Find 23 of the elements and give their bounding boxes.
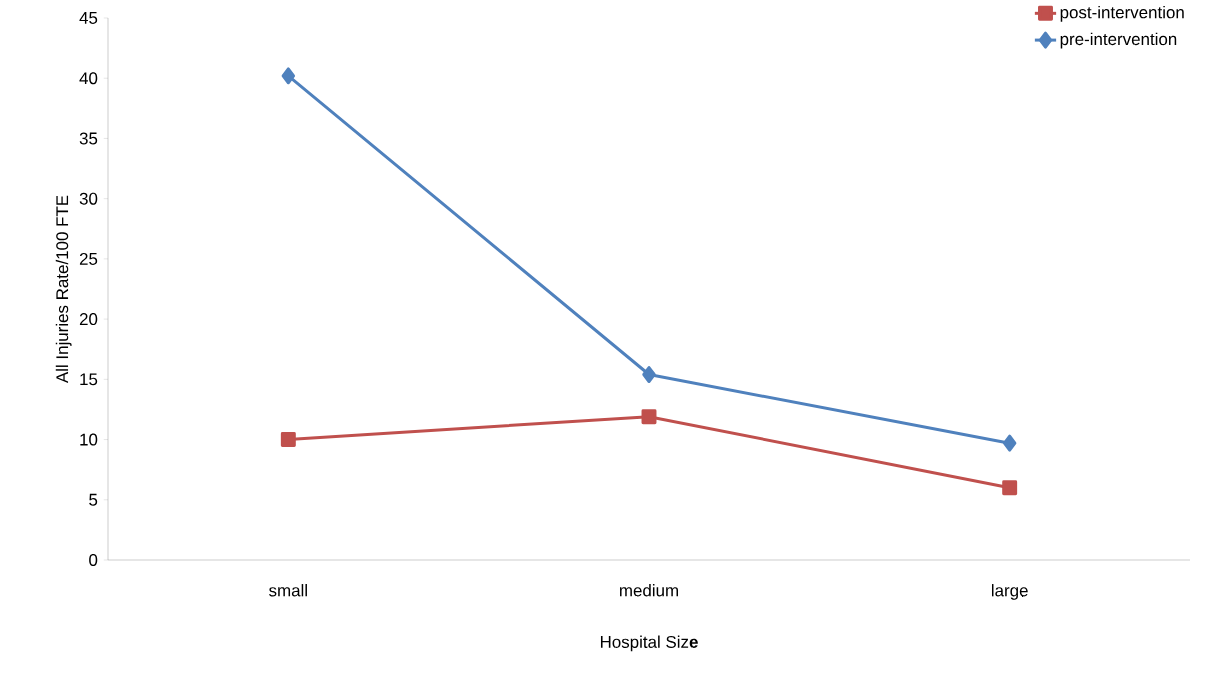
y-tick-label: 45: [79, 12, 98, 24]
x-tick-label: small: [269, 584, 307, 597]
x-tick-label: medium: [620, 584, 678, 597]
y-tick-label: 30: [79, 192, 98, 205]
y-tick-label: 5: [89, 493, 98, 506]
point: [281, 67, 296, 85]
y-tick-label: 15: [80, 373, 98, 386]
legend-label: pre-intervention: [1060, 32, 1177, 49]
y-tick-label: 0: [89, 554, 98, 566]
legend-label: post-intervention: [1060, 5, 1184, 22]
x-axis-title: Hospital Size: [600, 635, 698, 652]
point: [280, 432, 296, 448]
point: [642, 366, 656, 383]
x-tick-label: large: [991, 584, 1028, 600]
y-tick-label: 35: [79, 132, 98, 145]
point: [1002, 434, 1017, 452]
y-tick-label: 10: [80, 433, 98, 446]
y-axis-title: All Injuries Rate/100 FTE: [55, 195, 72, 384]
y-tick-label: 40: [79, 72, 98, 85]
point: [641, 409, 657, 425]
point: [1002, 480, 1018, 496]
y-tick-label: 20: [79, 313, 98, 326]
y-tick-label: 25: [79, 252, 98, 265]
